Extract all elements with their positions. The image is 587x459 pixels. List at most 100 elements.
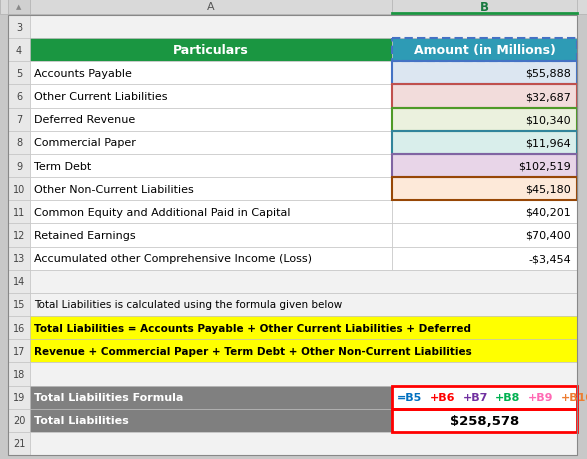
Text: $55,888: $55,888 xyxy=(525,69,571,79)
Text: Commercial Paper: Commercial Paper xyxy=(34,138,136,148)
Text: +B6: +B6 xyxy=(430,392,455,402)
Text: ▲: ▲ xyxy=(16,5,22,11)
Text: 15: 15 xyxy=(13,300,25,310)
Text: =B5: =B5 xyxy=(397,392,422,402)
Bar xyxy=(392,85,577,108)
Bar xyxy=(392,178,577,201)
Bar xyxy=(8,155,30,178)
Text: 9: 9 xyxy=(16,161,22,171)
Bar xyxy=(392,62,577,85)
Bar xyxy=(30,16,577,39)
Bar xyxy=(392,39,577,62)
Text: 3: 3 xyxy=(16,22,22,33)
Text: $70,400: $70,400 xyxy=(525,230,571,241)
Bar xyxy=(392,178,577,201)
Text: $10,340: $10,340 xyxy=(525,115,571,125)
Bar xyxy=(30,340,577,363)
Bar xyxy=(392,155,577,178)
Text: B: B xyxy=(480,1,489,14)
Bar xyxy=(30,224,392,247)
Text: 4: 4 xyxy=(16,45,22,56)
Text: Deferred Revenue: Deferred Revenue xyxy=(34,115,135,125)
Bar xyxy=(8,293,30,316)
Bar xyxy=(8,363,30,386)
Bar xyxy=(8,432,30,455)
Text: Amount (in Millions): Amount (in Millions) xyxy=(414,44,555,57)
Bar xyxy=(8,0,30,15)
Text: +B8: +B8 xyxy=(495,392,521,402)
Text: -$3,454: -$3,454 xyxy=(528,254,571,263)
Text: 10: 10 xyxy=(13,184,25,194)
Text: $40,201: $40,201 xyxy=(525,207,571,218)
Bar xyxy=(8,340,30,363)
Bar xyxy=(30,432,577,455)
Bar xyxy=(30,155,392,178)
Text: Revenue + Commercial Paper + Term Debt + Other Non-Current Liabilities: Revenue + Commercial Paper + Term Debt +… xyxy=(34,346,472,356)
Bar xyxy=(392,386,577,409)
Bar xyxy=(8,316,30,340)
Bar xyxy=(392,155,577,178)
Bar xyxy=(8,85,30,108)
Bar xyxy=(30,178,392,201)
Text: +B10: +B10 xyxy=(561,392,587,402)
Bar xyxy=(8,16,30,39)
Text: Total Liabilities: Total Liabilities xyxy=(34,415,129,425)
Text: +B9: +B9 xyxy=(528,392,554,402)
Bar xyxy=(30,85,392,108)
Text: 6: 6 xyxy=(16,92,22,102)
Bar xyxy=(30,270,577,293)
Bar xyxy=(392,39,577,62)
Text: Common Equity and Additional Paid in Capital: Common Equity and Additional Paid in Cap… xyxy=(34,207,291,218)
Text: Total Liabilities is calculated using the formula given below: Total Liabilities is calculated using th… xyxy=(34,300,342,310)
Bar xyxy=(30,108,392,131)
Text: Other Non-Current Liabilities: Other Non-Current Liabilities xyxy=(34,184,194,194)
Bar xyxy=(392,0,577,15)
Text: Accounts Payable: Accounts Payable xyxy=(34,69,132,79)
Text: $32,687: $32,687 xyxy=(525,92,571,102)
Bar xyxy=(8,386,30,409)
Text: $45,180: $45,180 xyxy=(525,184,571,194)
Text: +B7: +B7 xyxy=(463,392,488,402)
Bar xyxy=(0,0,587,15)
Text: $258,578: $258,578 xyxy=(450,414,519,427)
Text: 14: 14 xyxy=(13,277,25,287)
Text: Other Current Liabilities: Other Current Liabilities xyxy=(34,92,167,102)
Bar xyxy=(392,201,577,224)
Bar xyxy=(392,131,577,155)
Bar xyxy=(392,62,577,85)
Bar xyxy=(30,62,392,85)
Text: Accumulated other Comprehensive Income (Loss): Accumulated other Comprehensive Income (… xyxy=(34,254,312,263)
Text: 19: 19 xyxy=(13,392,25,402)
Bar xyxy=(8,108,30,131)
Text: 18: 18 xyxy=(13,369,25,379)
Bar xyxy=(392,224,577,247)
Text: 13: 13 xyxy=(13,254,25,263)
Bar xyxy=(392,409,577,432)
Text: Particulars: Particulars xyxy=(173,44,249,57)
Text: 11: 11 xyxy=(13,207,25,218)
Bar xyxy=(8,39,30,62)
Text: 20: 20 xyxy=(13,415,25,425)
Bar xyxy=(30,316,577,340)
Text: 17: 17 xyxy=(13,346,25,356)
Bar xyxy=(30,409,392,432)
Bar xyxy=(392,386,577,409)
Bar xyxy=(8,247,30,270)
Bar xyxy=(30,39,392,62)
Text: 7: 7 xyxy=(16,115,22,125)
Text: Retained Earnings: Retained Earnings xyxy=(34,230,136,241)
Bar xyxy=(392,247,577,270)
Bar xyxy=(30,363,577,386)
Bar xyxy=(30,201,392,224)
Bar xyxy=(30,247,392,270)
Bar xyxy=(392,108,577,131)
Bar xyxy=(8,270,30,293)
Bar xyxy=(392,409,577,432)
Text: $11,964: $11,964 xyxy=(525,138,571,148)
Bar xyxy=(8,62,30,85)
Bar xyxy=(8,201,30,224)
Text: Total Liabilities Formula: Total Liabilities Formula xyxy=(34,392,183,402)
Text: Term Debt: Term Debt xyxy=(34,161,91,171)
Bar xyxy=(392,131,577,155)
Bar xyxy=(392,85,577,108)
